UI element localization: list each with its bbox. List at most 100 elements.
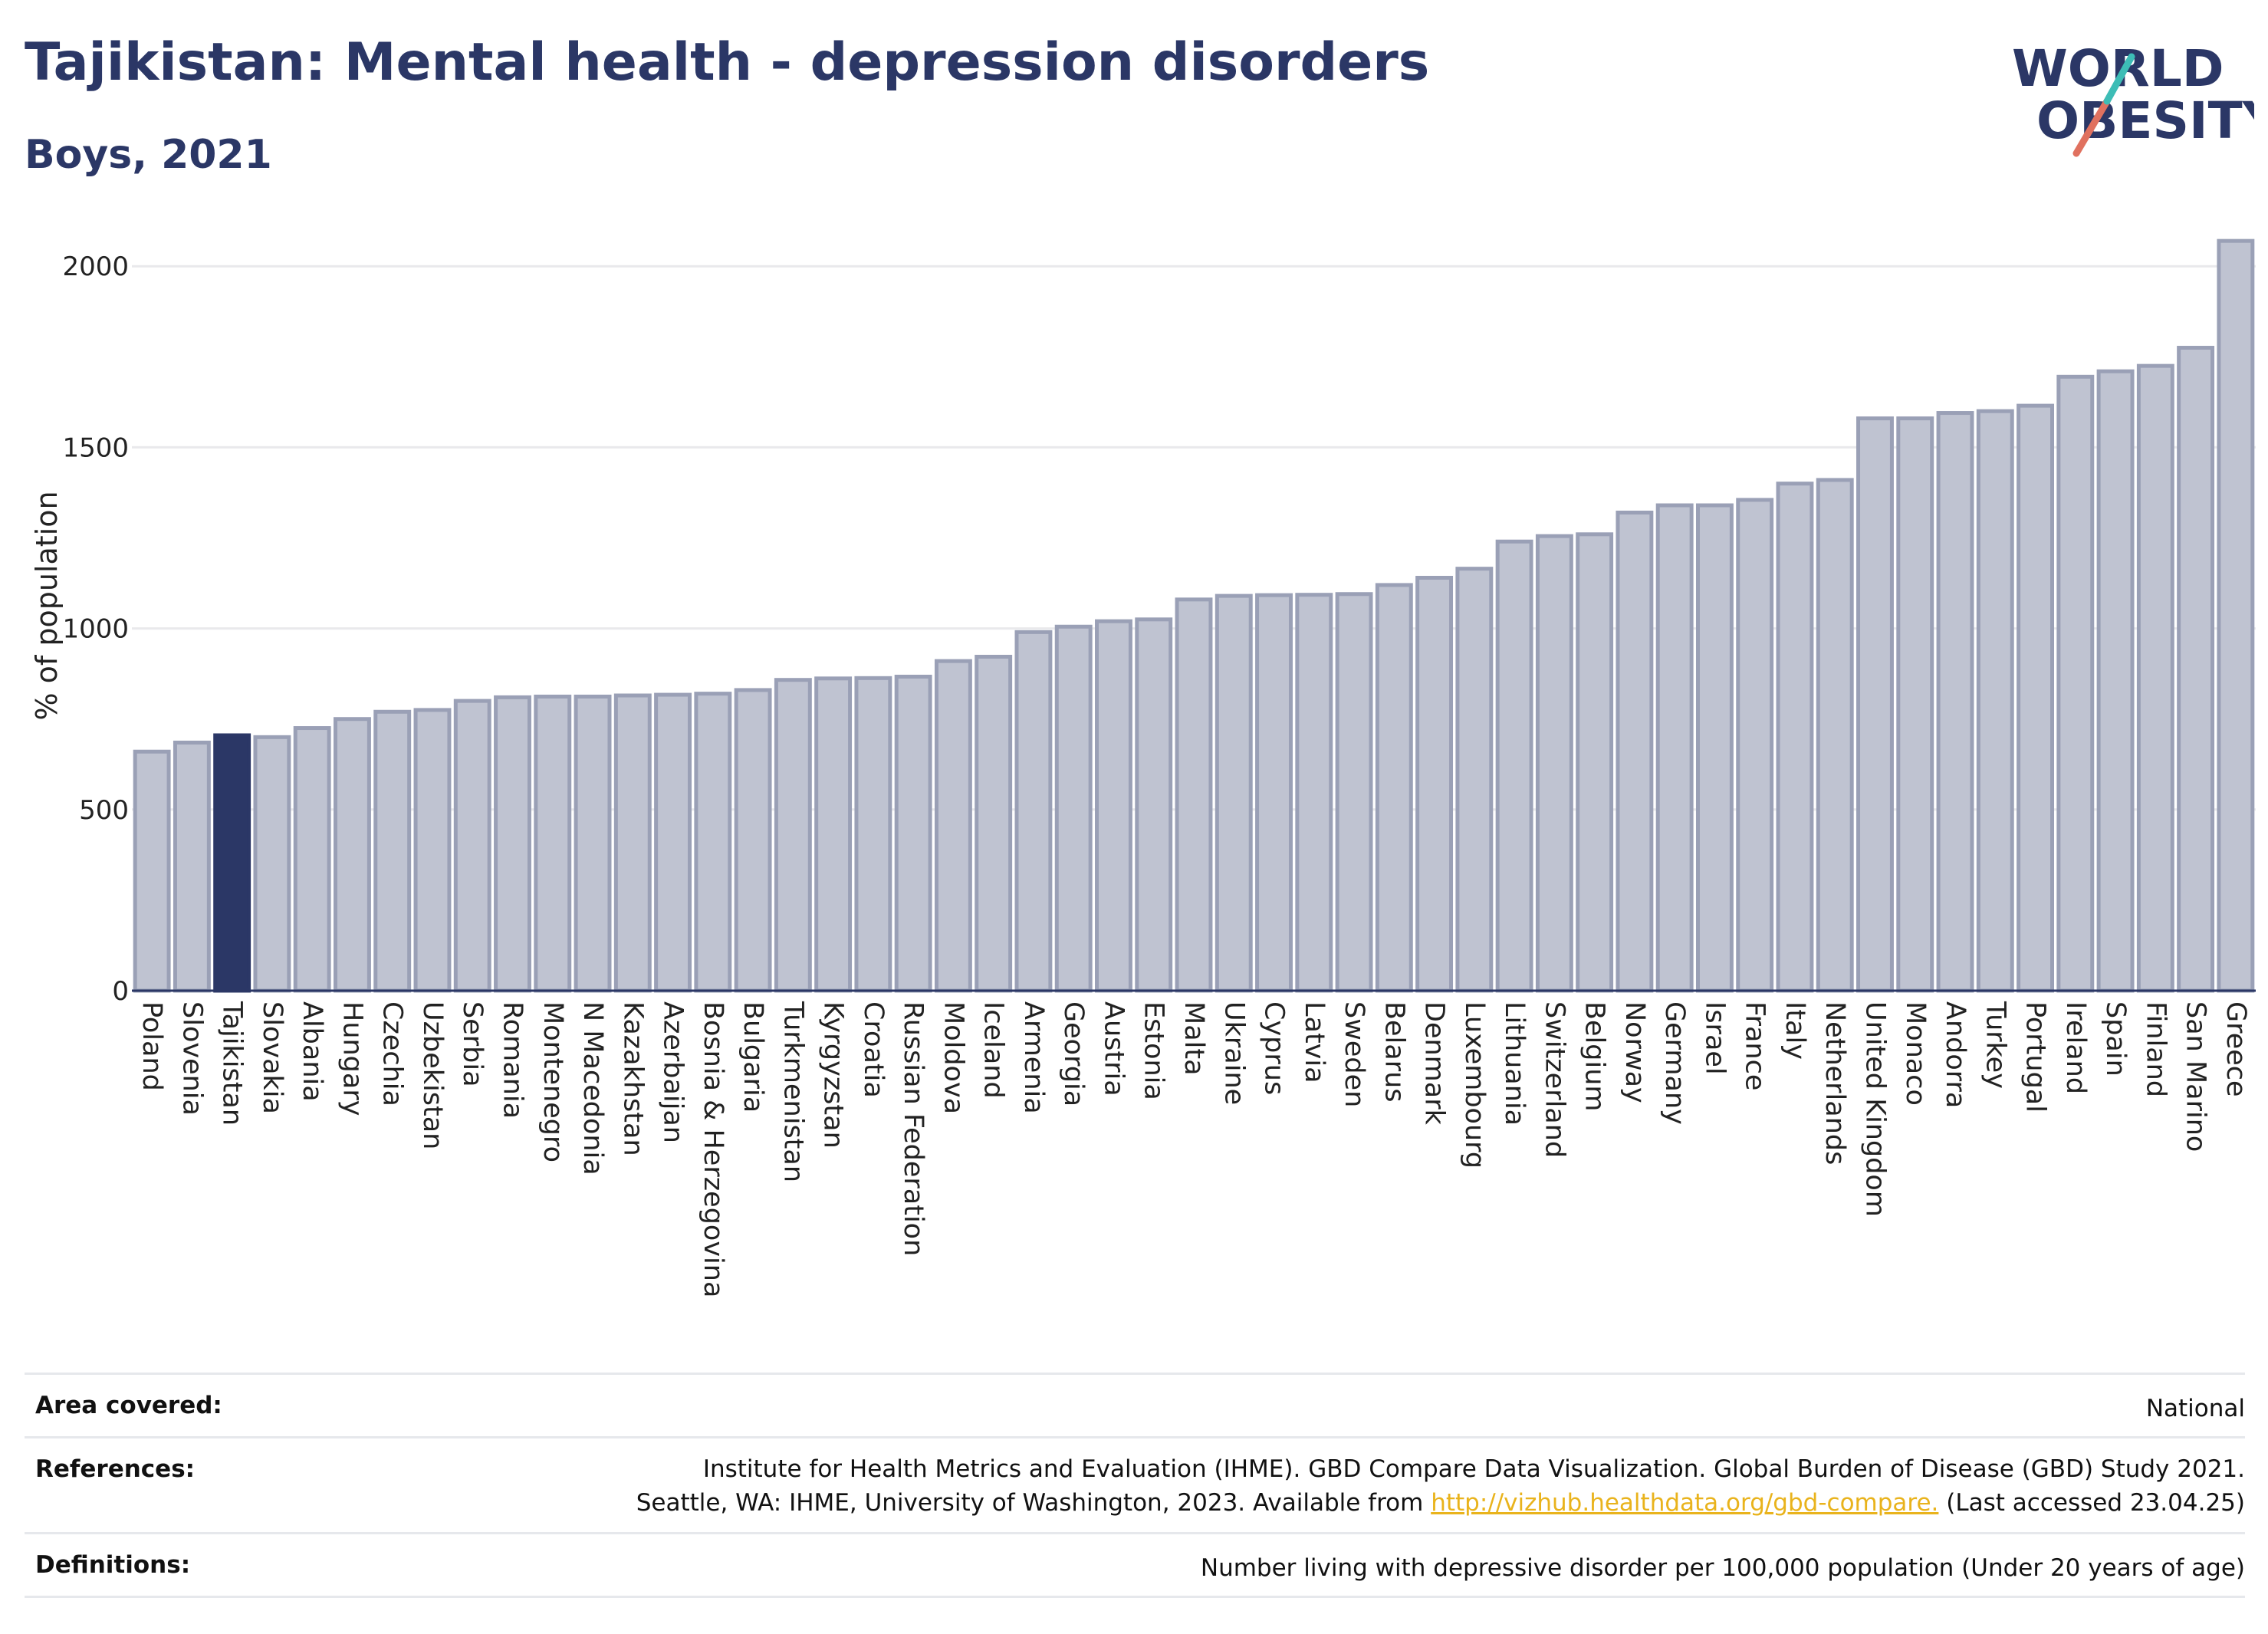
x-tick-label: Greece xyxy=(2220,1001,2251,1097)
y-tick-label: 0 xyxy=(112,976,129,1007)
bar-malta xyxy=(1175,597,1213,993)
y-tick-label: 2000 xyxy=(62,252,129,282)
y-tick-label: 1000 xyxy=(62,614,129,645)
x-tick-label: Belgium xyxy=(1579,1001,1610,1112)
x-tick-label: Cyprus xyxy=(1259,1001,1290,1095)
bar-turkmenistan xyxy=(774,678,812,993)
bar-slovakia xyxy=(253,735,291,993)
bar-croatia xyxy=(854,676,892,993)
references-line-2: Seattle, WA: IHME, University of Washing… xyxy=(636,1486,2245,1520)
logo-text-obesity: OBESITY xyxy=(2036,91,2254,150)
bar-romania xyxy=(494,695,531,993)
bar-bulgaria xyxy=(734,688,772,993)
x-tick-label: Croatia xyxy=(858,1001,889,1098)
x-tick-label: Germany xyxy=(1659,1001,1690,1125)
references-value: Institute for Health Metrics and Evaluat… xyxy=(636,1438,2245,1520)
y-axis-title: % of population xyxy=(30,491,64,720)
x-tick-label: Austria xyxy=(1098,1001,1129,1096)
bar-serbia xyxy=(453,699,491,993)
bar-denmark xyxy=(1415,575,1454,993)
x-tick-label: San Marino xyxy=(2181,1001,2211,1152)
area-covered-label: Area covered: xyxy=(35,1392,222,1419)
x-tick-label: Tajikistan xyxy=(217,1001,248,1126)
x-tick-label: Ireland xyxy=(2060,1001,2091,1094)
bar-uzbekistan xyxy=(413,708,452,993)
references-label: References: xyxy=(35,1455,196,1483)
references-accessed: (Last accessed 23.04.25) xyxy=(1946,1489,2245,1517)
bar-norway xyxy=(1616,510,1654,993)
bar-austria xyxy=(1095,619,1132,993)
x-tick-label: Belarus xyxy=(1379,1001,1409,1103)
bar-azerbaijan xyxy=(654,692,692,993)
x-tick-label: Lithuania xyxy=(1499,1001,1530,1126)
info-table: Area covered: National References: Insti… xyxy=(25,1373,2245,1598)
bar-moldova xyxy=(934,659,972,993)
bar-kyrgyzstan xyxy=(814,676,853,993)
y-tick-label: 1500 xyxy=(62,432,129,463)
x-tick-label: Andorra xyxy=(1940,1001,1971,1108)
bar-kazakhstan xyxy=(613,693,652,993)
bar-belgium xyxy=(1576,532,1614,993)
bar-latvia xyxy=(1295,593,1333,993)
bar-switzerland xyxy=(1535,534,1573,993)
bar-france xyxy=(1736,498,1774,993)
bar-spain xyxy=(2096,369,2135,993)
x-tick-label: Georgia xyxy=(1058,1001,1089,1106)
x-tick-label: Italy xyxy=(1780,1001,1810,1060)
x-tick-label: Sweden xyxy=(1339,1001,1369,1107)
bar-estonia xyxy=(1135,617,1173,993)
x-tick-label: Russian Federation xyxy=(898,1001,929,1256)
area-covered-value: National xyxy=(2145,1395,2245,1422)
bar-turkey xyxy=(1976,409,2014,993)
bar-russian-federation xyxy=(894,674,932,993)
page-title: Tajikistan: Mental health - depression d… xyxy=(25,32,1430,93)
x-tick-label: Slovakia xyxy=(257,1001,288,1114)
info-row-definitions: Definitions: Number living with depressi… xyxy=(25,1532,2245,1598)
x-tick-label: N Macedonia xyxy=(577,1001,608,1175)
bar-lithuania xyxy=(1495,539,1533,993)
references-line-1: Institute for Health Metrics and Evaluat… xyxy=(702,1455,2245,1483)
x-tick-label: Iceland xyxy=(978,1001,1009,1099)
x-tick-label: Azerbaijan xyxy=(658,1001,689,1143)
bar-israel xyxy=(1695,503,1734,993)
world-obesity-logo: WORLD OBESITY xyxy=(2012,39,2254,157)
x-tick-label: Netherlands xyxy=(1819,1001,1850,1165)
x-tick-label: Portugal xyxy=(2020,1001,2051,1113)
bar-bosnia-herzegovina xyxy=(694,692,732,993)
info-row-references: References: Institute for Health Metrics… xyxy=(25,1436,2245,1532)
x-tick-label: France xyxy=(1740,1001,1770,1090)
chart-axes: 0 500 1000 1500 2000 Poland Slovenia Tajikistan… xyxy=(62,252,2256,1297)
x-tick-label: Switzerland xyxy=(1539,1001,1570,1158)
bar-italy xyxy=(1776,482,1814,993)
bar-ukraine xyxy=(1215,593,1253,993)
x-tick-label: Bosnia & Herzegovina xyxy=(698,1001,728,1297)
bar-finland xyxy=(2136,363,2174,993)
x-tick-label: Slovenia xyxy=(176,1001,207,1116)
x-tick-label: Israel xyxy=(1699,1001,1730,1075)
bar-portugal xyxy=(2017,403,2054,993)
bar-greece xyxy=(2217,238,2255,993)
bar-chart: 0 500 1000 1500 2000 Poland Slovenia Tajikistan… xyxy=(30,238,2256,1297)
bar-san-marino xyxy=(2177,346,2215,993)
x-tick-label: Turkey xyxy=(1980,1001,2010,1089)
bar-georgia xyxy=(1054,624,1093,993)
chart-bars xyxy=(133,238,2255,993)
x-tick-label: Kazakhstan xyxy=(617,1001,648,1156)
x-tick-label: United Kingdom xyxy=(1859,1001,1890,1217)
bar-iceland xyxy=(975,654,1013,993)
x-tick-label: Norway xyxy=(1619,1001,1650,1103)
bar-tajikistan xyxy=(213,733,251,993)
bar-andorra xyxy=(1936,411,1974,993)
x-tick-label: Latvia xyxy=(1299,1001,1330,1083)
references-link[interactable]: http://vizhub.healthdata.org/gbd-compare… xyxy=(1431,1489,1939,1517)
x-tick-label: Montenegro xyxy=(537,1001,568,1162)
x-tick-label: Serbia xyxy=(457,1001,488,1087)
bar-belarus xyxy=(1375,583,1413,993)
logo-slash-coral xyxy=(2072,97,2111,157)
x-tick-label: Malta xyxy=(1178,1001,1209,1076)
x-tick-label: Poland xyxy=(136,1001,167,1091)
x-tick-label: Estonia xyxy=(1139,1001,1169,1100)
bar-united-kingdom xyxy=(1856,416,1894,993)
definitions-label: Definitions: xyxy=(35,1551,191,1579)
bar-ireland xyxy=(2056,374,2095,993)
